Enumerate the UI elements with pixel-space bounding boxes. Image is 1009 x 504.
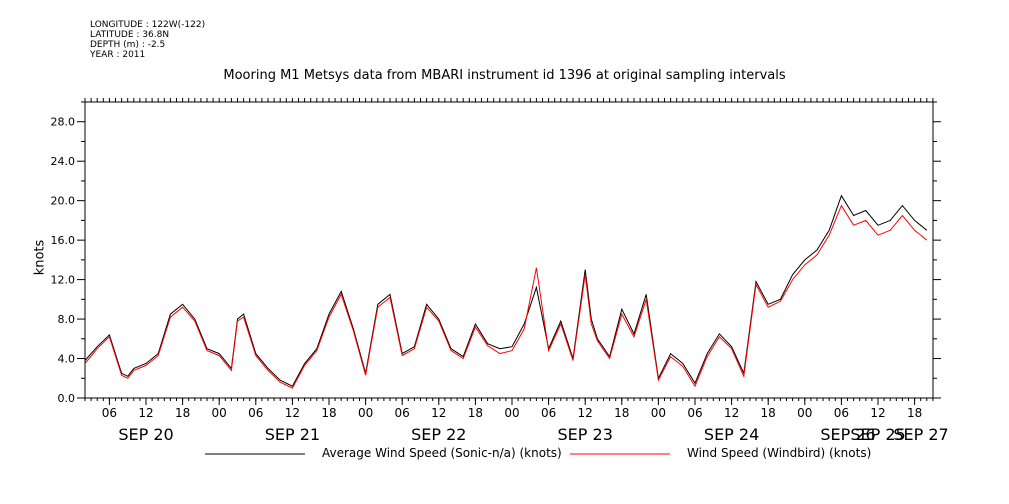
x-tick-label: 06 [687, 406, 702, 420]
x-tick-label: 00 [797, 406, 812, 420]
legend-label-sonic: Average Wind Speed (Sonic-n/a) (knots) [322, 446, 562, 460]
y-tick-label: 24.0 [51, 155, 76, 168]
metadata-header: LONGITUDE : 122W(-122) LATITUDE : 36.8N … [90, 20, 205, 60]
longitude-label: LONGITUDE : 122W(-122) [90, 20, 206, 30]
x-tick-label: 12 [138, 406, 153, 420]
y-tick-label: 16.0 [51, 234, 76, 247]
day-label: SEP 27 [893, 425, 948, 444]
y-tick-label: 8.0 [58, 313, 76, 326]
x-tick-label: 18 [175, 406, 190, 420]
x-tick-label: 12 [724, 406, 739, 420]
x-tick-label: 12 [578, 406, 593, 420]
day-label: SEP 26 [820, 425, 875, 444]
chart-title: Mooring M1 Metsys data from MBARI instru… [223, 68, 786, 83]
y-tick-label: 20.0 [51, 195, 76, 208]
series-line-sonic [84, 194, 928, 387]
series-line-windbird [84, 204, 928, 389]
x-tick-label: 00 [212, 406, 227, 420]
y-tick-label: 4.0 [58, 353, 76, 366]
day-label: SEP 24 [704, 425, 759, 444]
y-tick-label: 28.0 [51, 116, 76, 129]
y-tick-label: 12.0 [51, 274, 76, 287]
x-tick-label: 06 [541, 406, 556, 420]
day-label: SEP 23 [558, 425, 613, 444]
x-tick-label: 12 [285, 406, 300, 420]
x-tick-label: 06 [248, 406, 263, 420]
x-tick-label: 06 [834, 406, 849, 420]
x-tick-label: 18 [614, 406, 629, 420]
day-label: SEP 22 [411, 425, 466, 444]
day-label: SEP 20 [118, 425, 173, 444]
depth-label: DEPTH (m) : -2.5 [90, 40, 166, 50]
plot-frame [84, 101, 934, 399]
x-tick-label: 00 [358, 406, 373, 420]
day-label: SEP 25 [850, 425, 905, 444]
x-tick-label: 06 [395, 406, 410, 420]
x-tick-label: 12 [870, 406, 885, 420]
year-label: YEAR : 2011 [90, 50, 146, 60]
x-tick-label: 18 [907, 406, 922, 420]
x-tick-label: 00 [651, 406, 666, 420]
latitude-label: LATITUDE : 36.8N [90, 30, 170, 40]
x-tick-label: 18 [761, 406, 776, 420]
y-tick-label: 0.0 [58, 392, 76, 405]
legend-label-windbird: Wind Speed (Windbird) (knots) [687, 446, 872, 460]
day-label: SEP 21 [265, 425, 320, 444]
x-tick-label: 18 [321, 406, 336, 420]
x-tick-label: 06 [102, 406, 117, 420]
x-tick-label: 12 [431, 406, 446, 420]
x-tick-label: 18 [468, 406, 483, 420]
x-tick-label: 00 [504, 406, 519, 420]
